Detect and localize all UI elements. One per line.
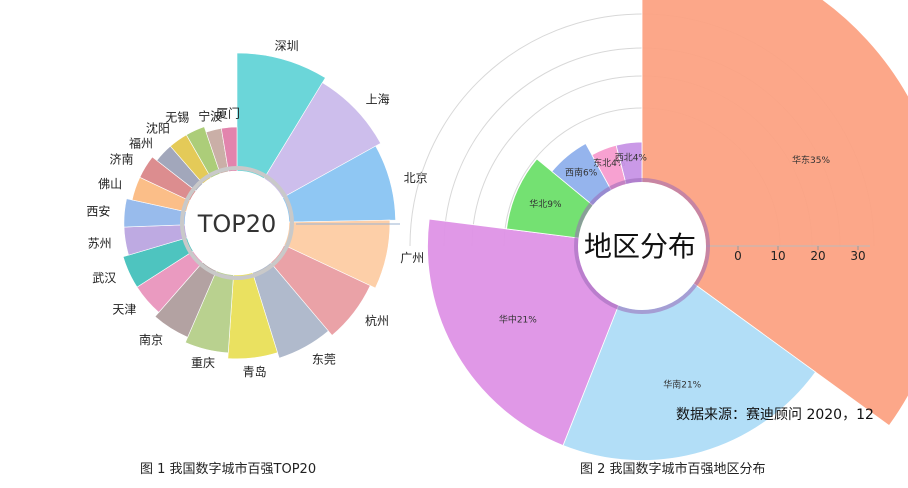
region-label-4: 西南6% [565, 166, 598, 178]
center-hole [185, 171, 289, 275]
region-rose-chart: 华东35% 华南21% 华中21% 华北9% 西南6%东北4%西北4% 0 10 20 30 地区… [409, 0, 908, 461]
figure1-caption: 图 1 我国数字城市百强TOP20 [140, 462, 317, 477]
region-label-1: 华南21% [663, 379, 701, 391]
rose-label-9: 天津 [112, 303, 136, 317]
rose-label-18: 宁波 [198, 108, 222, 123]
center-ring [180, 166, 294, 280]
region-label-0: 华东35% [792, 154, 830, 166]
rose-label-19: 厦门 [216, 105, 240, 120]
grid-arc-3 [409, 13, 643, 247]
rose-label-3: 广州 [400, 251, 424, 265]
grid-arc-2 [443, 47, 643, 247]
rose-label-0: 深圳 [275, 39, 299, 53]
center-hole [578, 182, 706, 310]
rose-label-8: 南京 [139, 332, 163, 347]
grid-arc-0 [503, 107, 643, 247]
rose-label-7: 重庆 [191, 356, 215, 370]
region-label-3: 华北9% [529, 198, 562, 210]
region-label-5: 东北4% [593, 157, 626, 169]
figure2-caption: 图 2 我国数字城市百强地区分布 [580, 462, 766, 477]
rose-label-12: 西安 [86, 204, 110, 219]
rose-label-6: 青岛 [243, 364, 267, 379]
center-ring [574, 178, 710, 314]
region-label-2: 华中21% [499, 313, 537, 325]
source-note: 数据来源：赛迪顾问 2020，12 [676, 407, 874, 423]
radial-tick-label-0: 0 [734, 249, 742, 263]
radial-tick-label-2: 20 [810, 249, 825, 263]
rose-label-13: 佛山 [98, 177, 122, 191]
center-label: 地区分布 [584, 230, 696, 263]
center-label: TOP20 [197, 210, 277, 238]
rose-label-15: 福州 [129, 135, 153, 150]
rose-label-10: 武汉 [92, 271, 116, 285]
rose-label-14: 济南 [110, 151, 134, 166]
rose-label-5: 东莞 [312, 352, 336, 366]
grid-arc-1 [471, 75, 643, 247]
rose-label-4: 杭州 [365, 313, 389, 328]
rose-label-11: 苏州 [88, 236, 112, 250]
rose-label-16: 沈阳 [146, 121, 170, 136]
radial-tick-label-3: 30 [850, 249, 865, 263]
rose-label-1: 上海 [366, 91, 390, 106]
radial-tick-label-1: 10 [770, 249, 785, 263]
rose-label-17: 无锡 [165, 110, 189, 125]
rose-label-2: 北京 [404, 171, 428, 185]
region-label-6: 西北4% [615, 153, 648, 164]
